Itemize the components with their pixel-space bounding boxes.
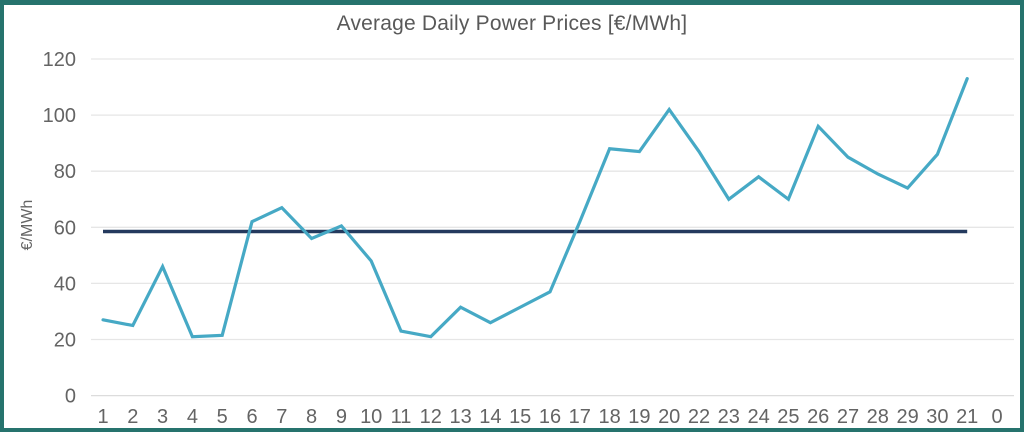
x-tick-label: 8	[306, 406, 317, 428]
x-tick-label: 17	[569, 406, 591, 428]
x-tick-label: 26	[807, 406, 829, 428]
y-tick-label: 20	[54, 330, 76, 352]
price-line	[101, 77, 969, 339]
x-tick-label: 24	[747, 406, 769, 428]
x-tick-label: 27	[837, 406, 859, 428]
y-tick-label: 100	[43, 105, 76, 127]
x-tick-label: 12	[420, 406, 442, 428]
x-tick-label: 21	[956, 406, 978, 428]
x-tick-label: 28	[867, 406, 889, 428]
y-tick-label: 60	[54, 217, 76, 239]
x-tick-label: 22	[688, 406, 710, 428]
x-tick-label: 5	[217, 406, 228, 428]
y-tick-label: 40	[54, 273, 76, 295]
x-tick-label: 2	[127, 406, 138, 428]
x-tick-label: 30	[926, 406, 948, 428]
x-tick-label: 23	[718, 406, 740, 428]
x-tick-label: 4	[187, 406, 198, 428]
chart-title: Average Daily Power Prices [€/MWh]	[336, 12, 688, 35]
x-tick-label: 13	[449, 406, 471, 428]
x-tick-label: 9	[336, 406, 347, 428]
x-tick-label: 3	[157, 406, 168, 428]
x-tick-label: 0	[991, 406, 1002, 428]
x-tick-label: 15	[509, 406, 531, 428]
x-tick-label: 18	[598, 406, 620, 428]
y-tick-label: 80	[54, 161, 76, 183]
x-tick-label: 16	[539, 406, 561, 428]
x-tick-label: 11	[391, 406, 412, 428]
x-tick-label: 10	[360, 406, 382, 428]
y-tick-label: 120	[43, 49, 76, 71]
x-tick-label: 6	[246, 406, 257, 428]
x-tick-label: 25	[777, 406, 799, 428]
x-tick-label: 7	[276, 406, 287, 428]
x-tick-label: 29	[896, 406, 918, 428]
x-tick-label: 1	[97, 406, 108, 428]
x-tick-label: 19	[628, 406, 650, 428]
x-tick-label: 14	[479, 406, 501, 428]
x-tick-label: 20	[658, 406, 680, 428]
y-tick-label: 0	[65, 386, 76, 408]
y-axis-title: €/MWh	[19, 200, 36, 251]
